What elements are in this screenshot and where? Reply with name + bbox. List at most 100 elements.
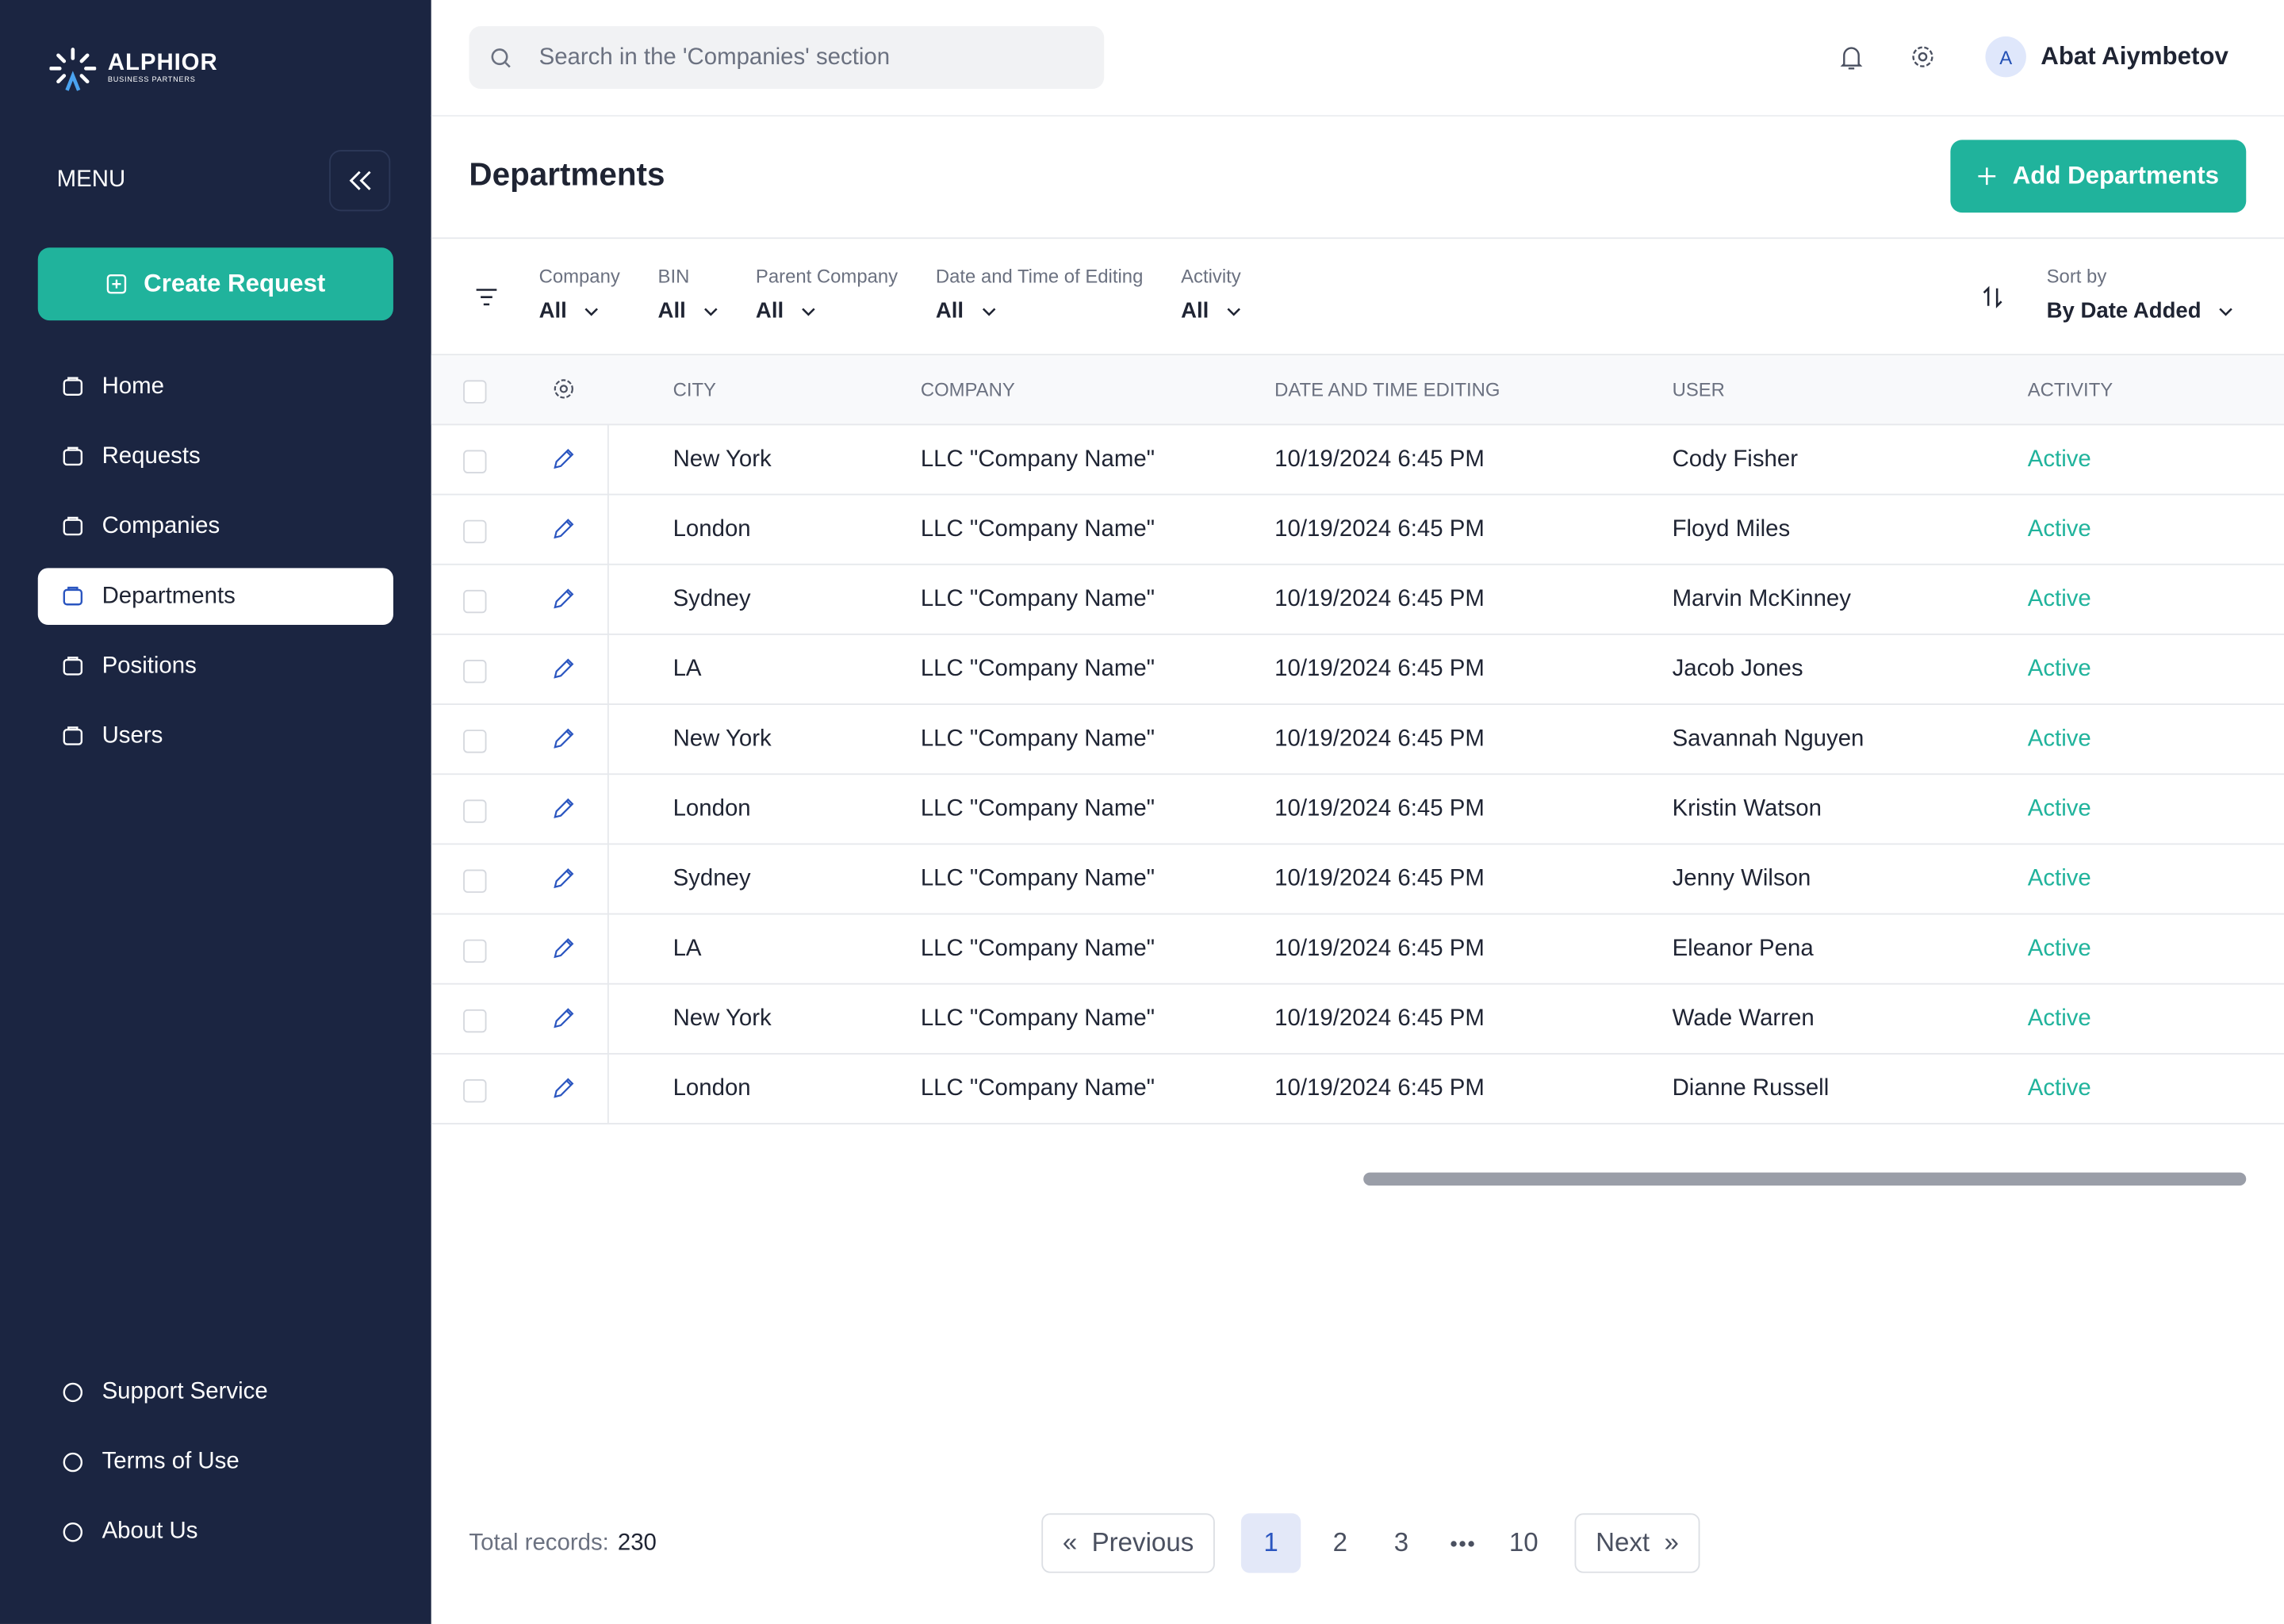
row-checkbox[interactable] [463,939,487,963]
cell: LLC "Company Name" [920,796,1155,822]
filter[interactable]: Activity All [1181,265,1241,323]
nav-item[interactable]: Terms of Use [38,1433,393,1490]
next-label: Next [1596,1527,1650,1557]
avatar[interactable]: A [1985,36,2026,78]
cell: 10/19/2024 6:45 PM [1274,866,1485,892]
nav-item[interactable]: Users [38,708,393,765]
scrollbar[interactable] [1363,1172,2247,1186]
row-checkbox[interactable] [463,1009,487,1033]
nav-item[interactable]: Companies [38,498,393,555]
row-checkbox[interactable] [463,869,487,893]
page-number[interactable]: 1 [1240,1513,1301,1573]
row-divider [431,703,2284,705]
row-divider [431,1123,2284,1124]
page-number[interactable]: 2 [1332,1527,1347,1557]
row-divider [431,843,2284,845]
nav-label: Requests [102,443,201,469]
previous-label: Previous [1091,1527,1194,1557]
cell: LLC "Company Name" [920,517,1155,542]
next-button[interactable]: Next » [1574,1513,1700,1573]
cell: Cody Fisher [1672,446,1798,473]
add-departments-button[interactable]: Add Departments [1950,140,2247,213]
edit-icon [554,868,574,889]
edit-button[interactable] [552,517,577,549]
cell: 10/19/2024 6:45 PM [1274,587,1485,612]
sort[interactable]: Sort by By Date Added [2047,265,2233,324]
cell: LLC "Company Name" [920,446,1155,473]
sort-value: By Date Added [2046,298,2202,324]
total-value: 230 [617,1530,657,1556]
row-checkbox[interactable] [463,799,487,823]
cell: Floyd Miles [1672,517,1791,542]
edit-button[interactable] [552,867,577,898]
column-header: COMPANY [920,378,1015,401]
filter-label: Parent Company [755,265,899,287]
edit-button[interactable] [552,587,577,619]
cell: LLC "Company Name" [920,587,1155,612]
page-number[interactable]: 10 [1508,1527,1539,1557]
filter-value: All [657,298,686,324]
row-checkbox[interactable] [463,589,487,614]
edit-icon [554,588,574,609]
filter[interactable]: Company All [539,265,620,323]
filter-icon[interactable] [475,287,498,308]
sidebar: ALPHIOR BUSINESS PARTNERS MENU Create Re… [0,0,431,1624]
user-name[interactable]: Abat Aiymbetov [2041,42,2228,71]
filter[interactable]: Parent Company All [756,265,898,323]
logo-mark [49,48,97,91]
edit-button[interactable] [552,936,577,968]
cell: London [673,796,751,822]
filter[interactable]: Date and Time of Editing All [936,265,1143,323]
nav-icon [63,1451,83,1472]
chevron [2219,307,2233,316]
edit-icon [554,519,574,539]
page-title: Departments [469,155,665,193]
edit-button[interactable] [552,657,577,688]
edit-button[interactable] [552,727,577,759]
row-divider [431,1052,2284,1055]
cell: LLC "Company Name" [920,726,1155,752]
edit-button[interactable] [552,1076,577,1108]
nav-item[interactable]: About Us [38,1503,393,1561]
cell: London [673,517,751,542]
cell: New York [673,446,772,473]
filter-value: All [538,298,567,324]
create-request-button[interactable]: Create Request [37,247,393,321]
create-request-label: Create Request [144,269,326,297]
row-divider [431,563,2284,565]
select-all-checkbox[interactable] [463,380,487,404]
row-checkbox[interactable] [463,519,487,544]
nav-item[interactable]: Departments [37,568,393,625]
nav-icon [63,726,83,745]
row-divider [431,633,2284,635]
page-number[interactable]: 3 [1393,1527,1409,1557]
row-checkbox[interactable] [463,450,487,473]
row-checkbox[interactable] [463,1079,487,1103]
edit-button[interactable] [552,797,577,829]
column-header: CITY [673,378,716,401]
row-checkbox[interactable] [463,660,487,684]
row-checkbox[interactable] [463,730,487,753]
chevron [584,307,599,316]
nav-item[interactable]: Support Service [38,1363,393,1420]
settings-icon[interactable] [1910,44,1936,70]
nav-item[interactable]: Positions [38,638,393,695]
previous-button[interactable]: « Previous [1041,1513,1215,1573]
edit-button[interactable] [552,447,577,479]
filters: Company All BIN All Parent Company All Date an… [539,265,1241,323]
notifications-icon[interactable] [1838,44,1864,73]
nav-item[interactable]: Requests [38,428,393,485]
cell: LA [673,936,702,962]
nav-label: About Us [102,1518,198,1544]
filter[interactable]: BIN All [657,265,719,324]
cell: Active [2027,446,2091,473]
sort-value-wrap: By Date Added [2047,299,2233,324]
collapse-button[interactable] [329,150,391,212]
edit-button[interactable] [552,1006,577,1038]
nav-item[interactable]: Home [38,358,393,416]
search-box[interactable]: Search in the 'Companies' section [469,26,1105,90]
column-settings[interactable] [552,377,575,408]
sort-icon[interactable] [1981,285,2004,308]
menu-label: MENU [56,167,126,193]
divider [431,423,2284,426]
